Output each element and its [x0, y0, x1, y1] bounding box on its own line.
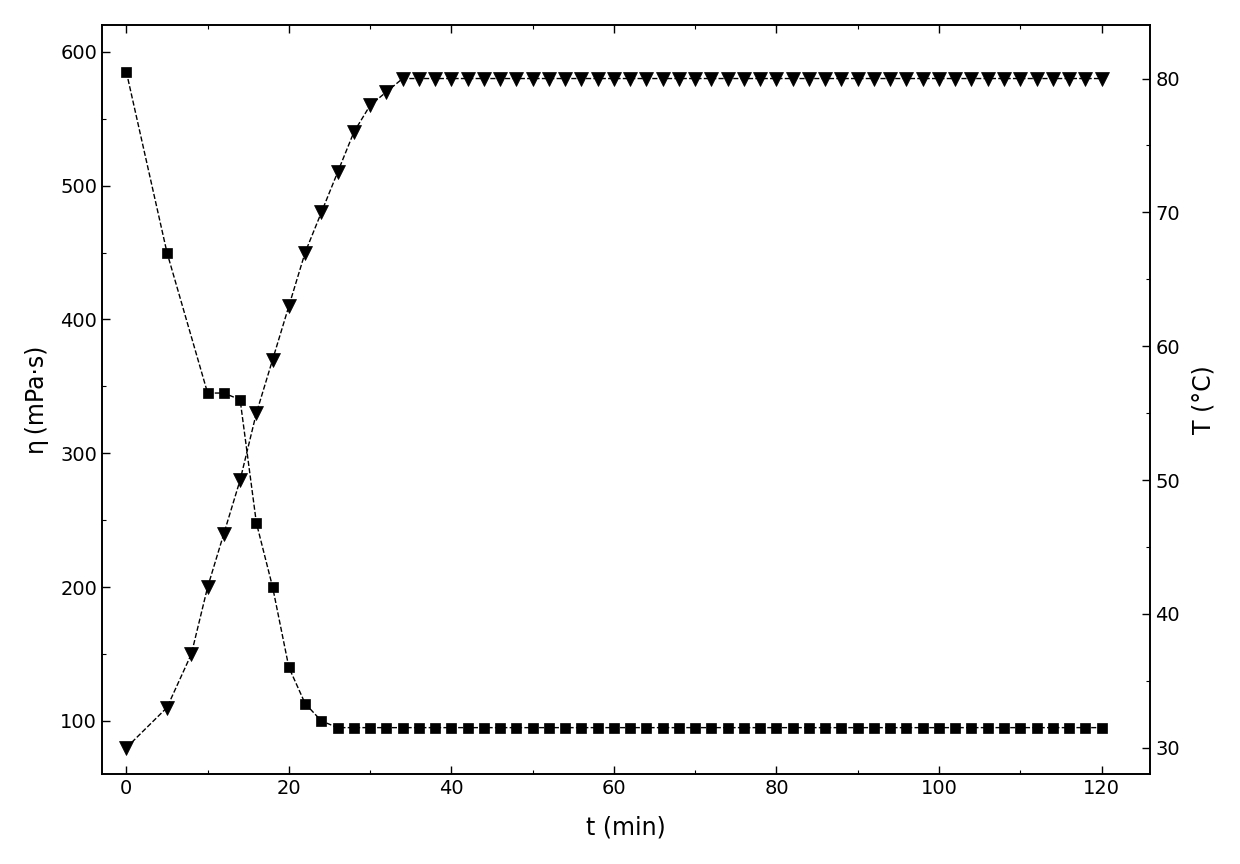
Y-axis label: η (mPa·s): η (mPa·s) [25, 346, 50, 454]
Y-axis label: T (°C): T (°C) [1190, 365, 1215, 434]
X-axis label: t (min): t (min) [587, 815, 666, 839]
